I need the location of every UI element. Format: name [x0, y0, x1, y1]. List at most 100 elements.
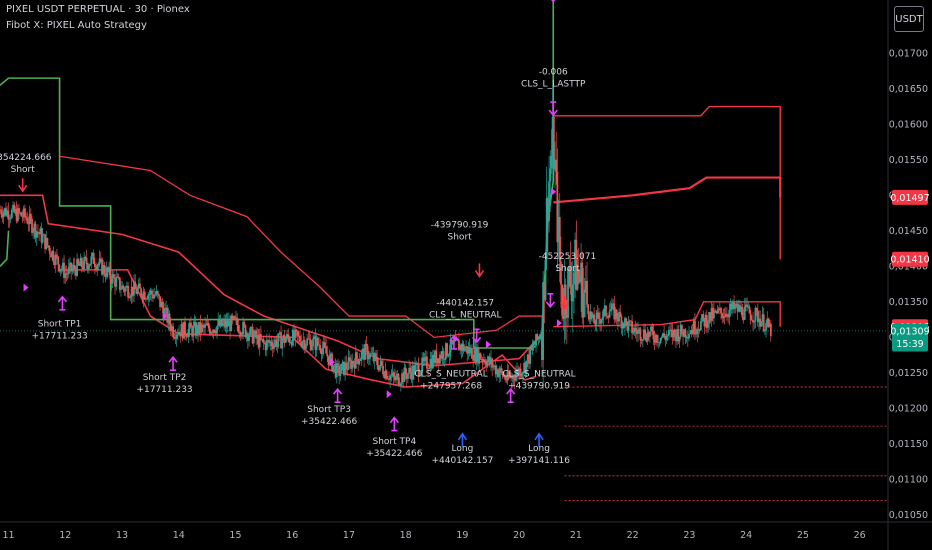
price-tick-label: 0,01150 [889, 439, 928, 450]
candle-body [96, 265, 99, 270]
candle-body [465, 346, 467, 349]
candle-body [652, 331, 655, 340]
candle-body [474, 347, 477, 363]
candle-body [219, 318, 222, 326]
candle-body [573, 272, 575, 285]
candle-body [524, 362, 527, 373]
candle-body [27, 223, 30, 225]
candle-body [217, 320, 220, 327]
candle-body [525, 360, 528, 373]
candle-body [522, 371, 524, 375]
candle-body [271, 346, 274, 350]
indicator-lines [0, 0, 888, 502]
candle-body [743, 306, 746, 320]
candle-body [206, 323, 209, 326]
candle-body [124, 287, 127, 292]
candle-body [72, 265, 75, 269]
candle-body [167, 313, 170, 323]
candle-body [663, 333, 665, 337]
candle-body [114, 277, 116, 287]
candle-body [611, 303, 613, 310]
candle-body [277, 333, 280, 342]
candle-body [691, 330, 694, 334]
candle-body [12, 204, 14, 210]
candle-body [405, 374, 408, 380]
candle-body [593, 314, 596, 324]
candle-body [724, 313, 727, 318]
candle-body [562, 315, 565, 319]
candle-body [662, 333, 664, 338]
candle-body [388, 378, 390, 380]
candle-body [269, 341, 272, 344]
candle-body [561, 284, 564, 316]
candle-body [110, 278, 113, 284]
candle-body [64, 273, 67, 279]
candle-body [9, 217, 12, 219]
candle-body [84, 256, 87, 258]
candle-body [158, 294, 160, 297]
candle-body [354, 352, 357, 369]
candle-body [560, 261, 562, 285]
candle-body [89, 263, 92, 266]
candle-body [556, 171, 559, 243]
candle-body [731, 301, 734, 310]
candle-body [239, 332, 242, 336]
candle-body [634, 328, 637, 331]
candle-body [466, 346, 469, 354]
candle-body [392, 372, 395, 377]
candle-body [366, 345, 369, 360]
candle-body [33, 223, 36, 232]
candle-body [207, 323, 210, 329]
candle-body [614, 309, 617, 320]
red-trail-line-1 [58, 78, 542, 339]
candle-body [427, 368, 430, 370]
candle-body [514, 374, 517, 381]
candle-body [20, 212, 23, 217]
candle-body [665, 335, 668, 340]
candle-body [499, 368, 502, 374]
candle-body [727, 316, 730, 318]
candle-body [513, 378, 516, 381]
candle-body [6, 210, 9, 216]
candle-body [118, 277, 121, 290]
candle-body [440, 354, 443, 359]
time-axis[interactable]: 11 12 13 14 15 16 17 18 19 20 21 22 23 24 25 26 [2, 530, 865, 541]
candle-body [344, 362, 346, 375]
candle-body [755, 307, 758, 311]
candle-body [73, 265, 76, 270]
candle-body [619, 311, 622, 317]
candle-body [93, 264, 96, 267]
price-axis[interactable]: 0,01050 0,01100 0,01150 0,01200 0,01250 0,013… [889, 48, 930, 521]
candle-body [395, 375, 397, 381]
candle-body [459, 344, 462, 351]
candle-body [760, 321, 763, 327]
candle-body [479, 352, 482, 360]
candle-body [71, 268, 74, 272]
candle-body [312, 338, 314, 347]
short-entry-arrow [18, 178, 28, 193]
candle-body [615, 309, 618, 319]
candle-body [41, 235, 44, 243]
trade-label-line: Short TP1 [38, 320, 82, 330]
candle-body [86, 264, 89, 270]
candle-body [34, 223, 37, 238]
candle-body [657, 342, 660, 343]
candle-body [594, 323, 597, 326]
candle-body [361, 348, 364, 352]
trade-label-line: Short TP3 [307, 405, 351, 415]
currency-scale-button[interactable]: USDT [894, 6, 924, 32]
candle-body [123, 288, 126, 292]
candle-body [210, 331, 212, 334]
trade-label: -440142.157 CLS_L_NEUTRAL [429, 298, 502, 320]
candle-body [714, 310, 716, 312]
candle-body [723, 316, 726, 318]
candle-body [404, 367, 407, 375]
trade-label: Long +397141.116 [508, 444, 570, 466]
candle-body [303, 339, 306, 349]
candle-body [733, 301, 735, 309]
candle-body [65, 273, 68, 275]
candle-body [181, 323, 184, 339]
date-tick-label: 16 [286, 530, 298, 541]
candle-body [587, 304, 590, 315]
